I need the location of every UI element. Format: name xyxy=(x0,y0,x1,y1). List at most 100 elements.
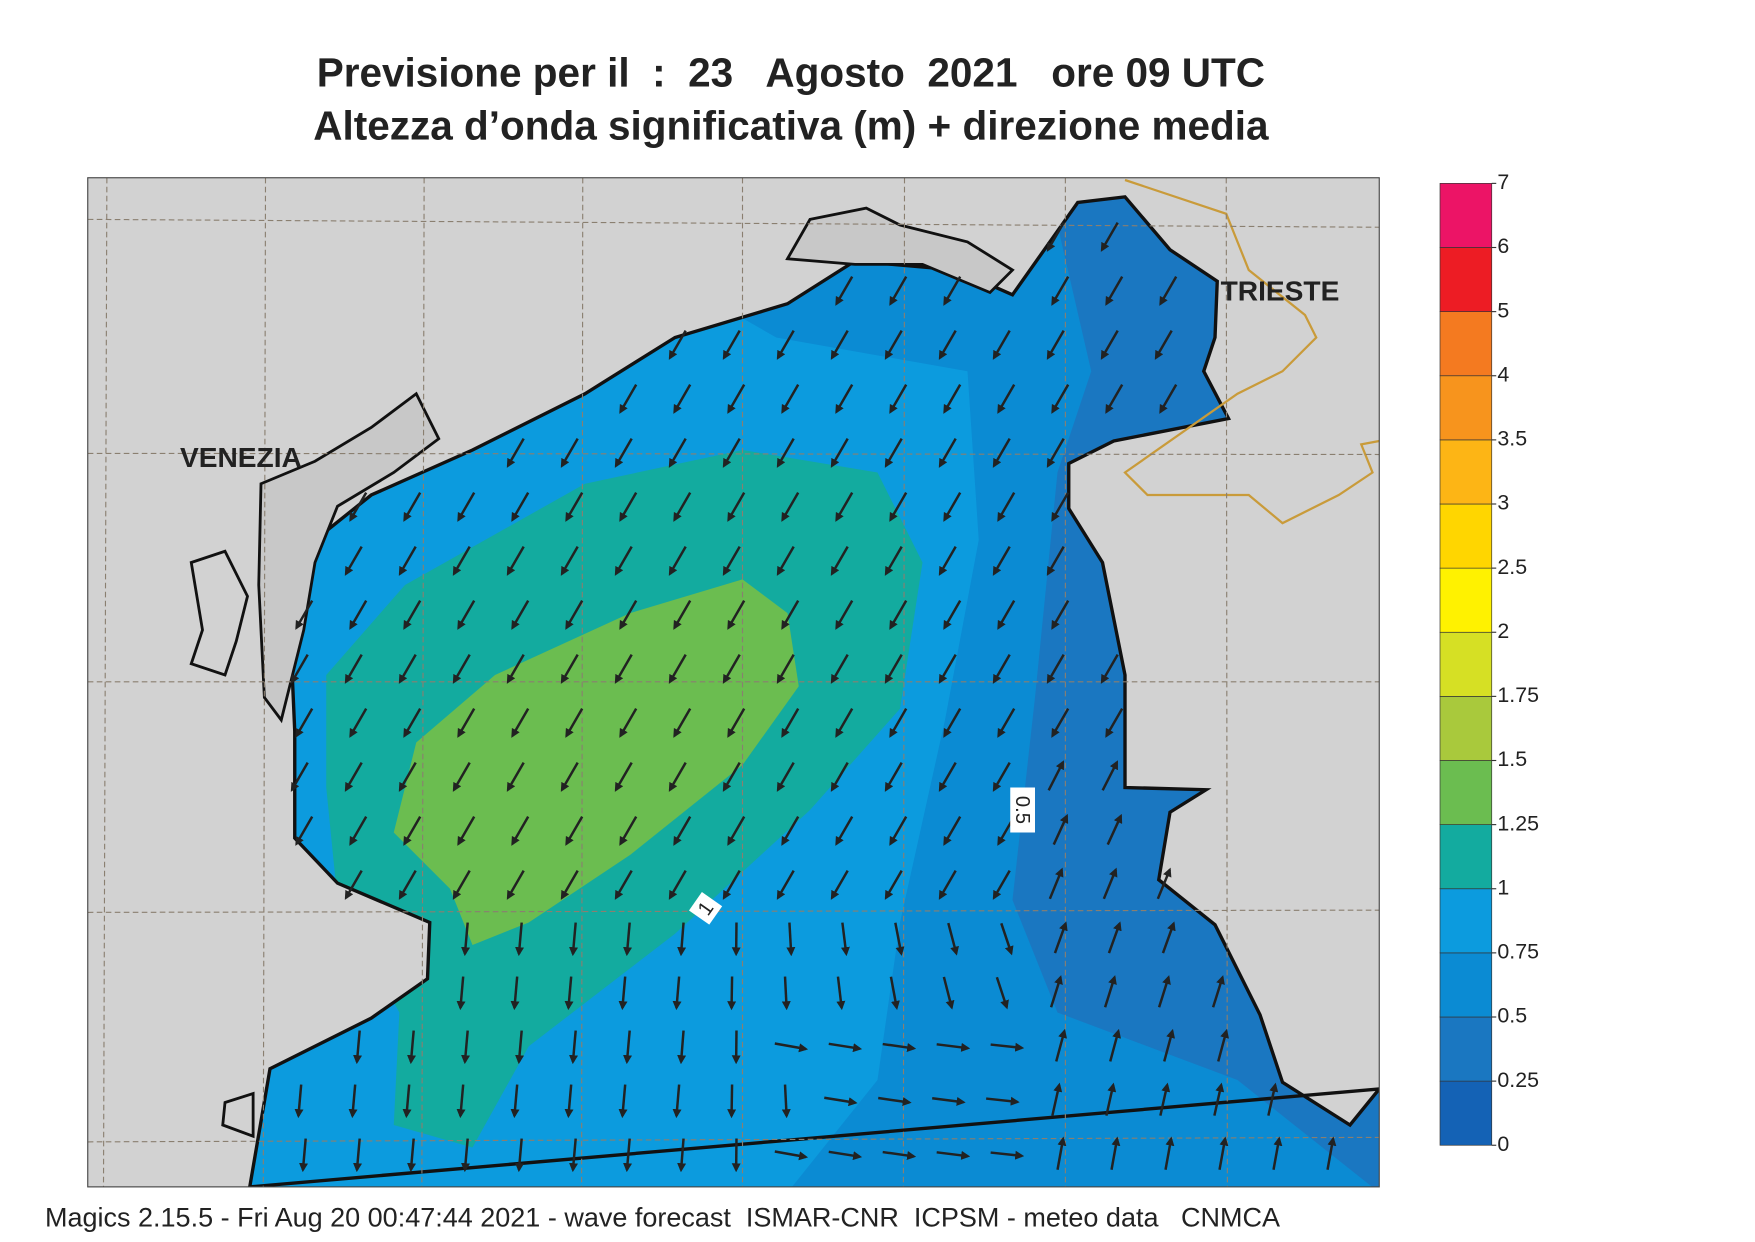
lagoon-edge xyxy=(189,549,249,677)
wave-arrow xyxy=(344,653,363,684)
wave-arrow xyxy=(781,976,791,1011)
wave-arrow xyxy=(938,761,957,792)
wave-arrow xyxy=(727,1084,737,1119)
wave-arrow xyxy=(349,707,368,738)
colorbar-tick-label: 2.5 xyxy=(1497,555,1527,579)
wave-arrow xyxy=(1105,275,1124,306)
wave-arrow xyxy=(1159,275,1178,306)
wave-arrow xyxy=(452,869,471,900)
wave-arrow xyxy=(398,653,417,684)
wave-arrow xyxy=(344,545,363,576)
colorbar-box xyxy=(1439,888,1493,954)
wave-arrow xyxy=(668,653,687,684)
wave-arrow xyxy=(623,1138,633,1173)
colorbar-tick-label: 5 xyxy=(1497,298,1509,322)
wave-arrow xyxy=(560,869,579,900)
wave-arrow xyxy=(1213,1082,1225,1116)
wave-arrow xyxy=(290,653,309,684)
wave-arrow xyxy=(677,922,687,957)
wave-arrow xyxy=(992,437,1011,468)
wave-arrow xyxy=(894,922,905,956)
wave-arrow xyxy=(510,976,520,1011)
wave-arrow xyxy=(1051,599,1070,630)
wave-arrow xyxy=(1101,760,1119,791)
wave-arrow xyxy=(992,653,1011,684)
lagoon xyxy=(257,391,441,724)
wave-arrow xyxy=(506,761,525,792)
wave-arrow xyxy=(398,545,417,576)
wave-arrow xyxy=(614,653,633,684)
subtitle: Altezza d’onda significativa (m) + direz… xyxy=(313,103,1269,149)
wave-arrow xyxy=(824,1096,858,1107)
wave-arrow xyxy=(781,1084,791,1119)
wave-arrow xyxy=(564,1084,574,1119)
wave-arrow xyxy=(569,1030,579,1065)
colorbar-box xyxy=(1439,1016,1493,1082)
wave-arrow xyxy=(403,599,422,630)
wave-arrow xyxy=(1161,921,1176,954)
wave-arrow xyxy=(884,437,903,468)
wave-arrow xyxy=(943,383,962,414)
graticule xyxy=(87,177,1380,1187)
wave-arrow xyxy=(461,1138,471,1173)
footer: Magics 2.15.5 - Fri Aug 20 00:47:44 2021… xyxy=(45,1202,1280,1232)
wave-arrow xyxy=(1159,1082,1171,1116)
wave-arrow xyxy=(295,815,314,846)
wave-arrow xyxy=(569,1138,579,1173)
wave-arrow xyxy=(668,437,687,468)
wave-arrow xyxy=(830,329,849,360)
wave-arrow xyxy=(565,707,584,738)
wave-arrow xyxy=(943,599,962,630)
wave-arrow xyxy=(564,976,574,1011)
wave-arrow xyxy=(781,707,800,738)
map-frame xyxy=(87,177,1380,1188)
wave-arrow xyxy=(614,437,633,468)
colorbar-box xyxy=(1439,567,1493,633)
wave-arrow xyxy=(992,761,1011,792)
wave-arrow xyxy=(1049,975,1063,1008)
wave-arrow xyxy=(614,869,633,900)
wave-arrow xyxy=(623,922,633,957)
wave-arrow xyxy=(835,599,854,630)
island xyxy=(785,206,1015,295)
wave-arrow xyxy=(830,761,849,792)
colorbar-box xyxy=(1439,247,1493,312)
wave-arrow xyxy=(506,545,525,576)
wave-arrow xyxy=(997,491,1016,522)
colorbar-box xyxy=(1439,631,1493,697)
wave-arrow xyxy=(618,1084,628,1119)
wave-arrow xyxy=(942,976,955,1010)
place-label: VENEZIA xyxy=(180,442,302,473)
colorbar-tick-label: 2 xyxy=(1497,619,1509,643)
wave-arrow xyxy=(1107,921,1122,954)
wave-arrow xyxy=(1159,383,1178,414)
wave-arrow xyxy=(943,491,962,522)
map: VENEZIA TRIESTE 0.5 1 xyxy=(87,177,1380,1187)
wave-arrow xyxy=(938,869,957,900)
wave-arrow xyxy=(668,545,687,576)
wave-arrow xyxy=(619,707,638,738)
wave-arrow xyxy=(1046,329,1065,360)
colorbar: 0 0.25 0.5 0.75 1 1.25 1.5 1.75 2 2.5 3 3.5 4 5 6 7 xyxy=(1439,170,1539,1156)
wave-arrow xyxy=(1046,653,1065,684)
wave-arrow xyxy=(884,761,903,792)
wave-arrow xyxy=(403,707,422,738)
wave-arrow xyxy=(510,1084,520,1119)
wave-arrow xyxy=(882,1150,917,1160)
wave-arrow xyxy=(995,976,1009,1010)
wave-arrow xyxy=(1267,1082,1279,1116)
wave-arrow xyxy=(722,653,741,684)
wave-arrow xyxy=(677,1138,687,1173)
wave-arrow xyxy=(1105,383,1124,414)
wave-arrow xyxy=(997,599,1016,630)
wave-arrow xyxy=(672,976,682,1011)
wave-arrow xyxy=(452,545,471,576)
wave-arrow xyxy=(506,653,525,684)
wave-arrow xyxy=(1102,867,1118,900)
wave-arrow xyxy=(781,815,800,846)
wave-arrow xyxy=(673,491,692,522)
wave-arrow xyxy=(1051,1082,1063,1116)
wave-arrow xyxy=(511,707,530,738)
wave-arrow xyxy=(403,815,422,846)
